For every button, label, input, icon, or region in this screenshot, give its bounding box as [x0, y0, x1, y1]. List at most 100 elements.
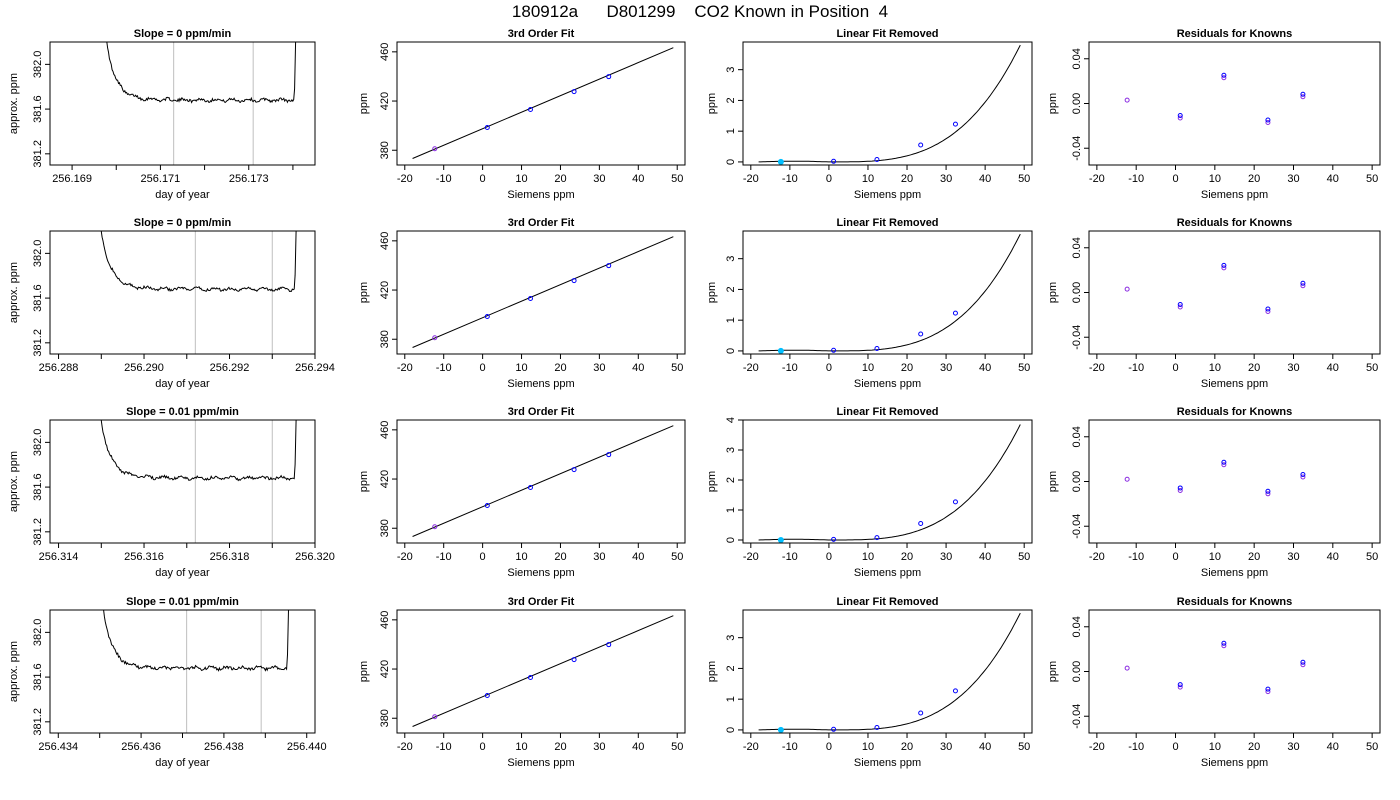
row1-timeseries-title: Slope = 0 ppm/min — [134, 28, 232, 40]
row2-residuals-xtick-label: 50 — [1366, 362, 1378, 374]
row1-fit-ytick-label: 460 — [379, 43, 391, 61]
row3-fit-point — [606, 452, 612, 458]
row2-fit-point — [527, 296, 533, 302]
row2-residuals-point — [1177, 304, 1183, 310]
row2-residuals-ylabel: ppm — [1047, 282, 1059, 303]
row4-fit-xtick-label: 10 — [515, 741, 527, 753]
row2-timeseries-frame — [49, 230, 316, 355]
row4-linremoved-point — [874, 724, 880, 730]
row1-residuals-point — [1300, 94, 1306, 100]
row3-residuals-point-dup — [1265, 488, 1271, 494]
row1-fit-point — [606, 74, 612, 80]
row1-residuals-xtick-label: -20 — [1089, 173, 1105, 185]
row1-residuals-xtick-label: 0 — [1172, 173, 1178, 185]
row1-linremoved-ylabel: ppm — [706, 93, 718, 114]
row3-linremoved-point — [777, 537, 784, 543]
row4-linremoved-xtick-label: 0 — [826, 741, 832, 753]
row1-linremoved-xtick-label: 40 — [979, 173, 991, 185]
row3-residuals-point — [1124, 476, 1130, 482]
row1-linremoved-xtick-label: 0 — [826, 173, 832, 185]
row2-fit-ytick-label: 460 — [379, 232, 391, 250]
row3-linremoved-xtick-label: 40 — [979, 551, 991, 563]
row3-fit-xtick-label: 10 — [515, 551, 527, 563]
row2-linremoved-ytick-label: 2 — [725, 286, 737, 292]
row4-residuals-point-dup — [1265, 686, 1271, 692]
row3-linremoved-ytick-label: 2 — [725, 477, 737, 483]
row3-residuals-xtick-label: -10 — [1128, 551, 1144, 563]
row2-fit-point — [606, 263, 612, 269]
row4-fit-xtick-label: -20 — [397, 741, 413, 753]
row3-fit-xtick-label: 30 — [593, 551, 605, 563]
row1-residuals-frame — [1088, 41, 1381, 166]
row3-timeseries-xtick-label: 256.318 — [210, 551, 250, 563]
row2-fit-xtick-label: 20 — [554, 362, 566, 374]
row3-timeseries-xtick-label: 256.320 — [295, 551, 335, 563]
row4-residuals-point — [1265, 689, 1271, 695]
row2-linremoved-xtick-label: 40 — [979, 362, 991, 374]
row4-linremoved-xtick-label: 40 — [979, 741, 991, 753]
row4-fit-title: 3rd Order Fit — [508, 596, 575, 608]
row2-linremoved-ytick-label: 3 — [725, 256, 737, 262]
row4-linremoved-xtick-label: -10 — [782, 741, 798, 753]
row2-fit-point — [484, 313, 490, 319]
row3-linremoved-xtick-label: -20 — [743, 551, 759, 563]
row4-residuals-frame — [1088, 609, 1381, 734]
row4-residuals-point-dup — [1300, 659, 1306, 665]
row1-linremoved-ytick-label: 0 — [725, 159, 737, 165]
row4-fit-xtick-label: 40 — [632, 741, 644, 753]
row1-residuals-xlabel: Siemens ppm — [1201, 189, 1268, 201]
row2-timeseries-title: Slope = 0 ppm/min — [134, 217, 232, 229]
row1-fit-point — [527, 107, 533, 113]
row2-residuals-xlabel: Siemens ppm — [1201, 378, 1268, 390]
row2-timeseries-ylabel: approx. ppm — [8, 262, 20, 323]
row2-fit-ytick-label: 380 — [379, 330, 391, 348]
row2-timeseries-xtick-label: 256.288 — [39, 362, 79, 374]
row3-residuals-point — [1300, 474, 1306, 480]
row4-fit-point — [571, 657, 577, 663]
row2-linremoved-point — [874, 345, 880, 351]
row1-fit-xtick-label: 20 — [554, 173, 566, 185]
row4-fit-xtick-label: 30 — [593, 741, 605, 753]
row1-fit-point — [432, 146, 438, 152]
row4-residuals-point — [1221, 643, 1227, 649]
row3-fit-point — [432, 524, 438, 530]
row4-linremoved-frame — [742, 609, 1033, 734]
row1-residuals-xtick-label: 30 — [1287, 173, 1299, 185]
row4-timeseries-trace — [103, 610, 289, 672]
row1-linremoved-ytick-label: 1 — [725, 128, 737, 134]
row2-linremoved-xtick-label: 30 — [940, 362, 952, 374]
row1-residuals-point-dup — [1300, 91, 1306, 97]
row2-residuals-point — [1124, 286, 1130, 292]
row3-linremoved-frame — [742, 419, 1033, 544]
row1-linremoved-curve — [758, 44, 1021, 163]
row3-residuals-point — [1177, 487, 1183, 493]
row4-linremoved-point — [918, 710, 924, 716]
row3-fit-point — [484, 502, 490, 508]
row4-residuals-point-dup — [1221, 640, 1227, 646]
row1-fit-xtick-label: 40 — [632, 173, 644, 185]
row1-residuals-point — [1177, 115, 1183, 121]
row4-linremoved-xtick-label: 50 — [1018, 741, 1030, 753]
row2-timeseries-ytick-label: 381.2 — [32, 329, 44, 357]
row2-linremoved-xtick-label: -20 — [743, 362, 759, 374]
row4-fit-xlabel: Siemens ppm — [507, 757, 574, 769]
row3-fit-point — [571, 467, 577, 473]
row1-fit-xtick-label: 10 — [515, 173, 527, 185]
row3-fit-xtick-label: 40 — [632, 551, 644, 563]
row1-linremoved-xlabel: Siemens ppm — [854, 189, 921, 201]
row3-linremoved-xtick-label: 30 — [940, 551, 952, 563]
row1-fit-point — [571, 89, 577, 95]
row4-fit-xtick-label: 20 — [554, 741, 566, 753]
row3-fit-ytick-label: 420 — [379, 470, 391, 488]
row1-linremoved-xtick-label: 50 — [1018, 173, 1030, 185]
row2-fit-point — [571, 278, 577, 284]
row1-residuals-point — [1265, 120, 1271, 126]
row4-linremoved-xlabel: Siemens ppm — [854, 757, 921, 769]
row1-fit-ylabel: ppm — [358, 93, 370, 114]
row2-linremoved-ytick-label: 1 — [725, 317, 737, 323]
row3-linremoved-ytick-label: 3 — [725, 447, 737, 453]
row3-fit-ylabel: ppm — [358, 471, 370, 492]
row4-residuals-ylabel: ppm — [1047, 661, 1059, 682]
figure-title: 180912a D801299 CO2 Known in Position 4 — [511, 2, 889, 21]
row1-fit-xtick-label: 0 — [480, 173, 486, 185]
